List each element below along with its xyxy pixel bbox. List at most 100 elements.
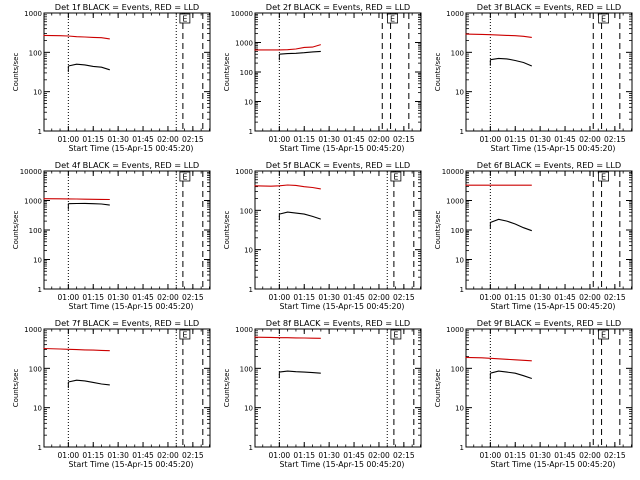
marker-label-box	[390, 329, 402, 340]
x-tick-label: 01:30	[529, 135, 551, 144]
detector-panel: Det 1f BLACK = Events, RED = LLD Counts/s…	[12, 2, 211, 153]
x-tick-label: 01:30	[529, 293, 551, 302]
y-axis-label: Counts/sec	[12, 53, 20, 92]
y-axis-label: Counts/sec	[434, 211, 442, 250]
y-tick-label: 10	[244, 99, 253, 107]
x-tick-label: 01:45	[554, 293, 576, 302]
marker-label-box	[390, 171, 402, 182]
y-axis-label: Counts/sec	[12, 369, 20, 408]
x-tick-label: 01:00	[269, 135, 291, 144]
x-tick-label: 01:15	[293, 451, 315, 460]
y-tick-label: 1000	[446, 198, 464, 206]
y-axis-label: Counts/sec	[434, 53, 442, 92]
panel-title: Det 6f BLACK = Events, RED = LLD	[477, 160, 621, 170]
y-tick-label: 100	[451, 365, 464, 373]
plot-frame	[465, 12, 633, 132]
x-tick-label: 02:00	[368, 135, 390, 144]
y-tick-label: 1000	[235, 40, 253, 48]
y-tick-label: 100	[240, 207, 253, 215]
events-series-line	[279, 50, 321, 55]
marker-label: E	[393, 331, 398, 340]
marker-label-box	[598, 329, 609, 340]
y-tick-label: 10	[33, 405, 42, 413]
detector-panel: Det 9f BLACK = Events, RED = LLD Counts/s…	[434, 318, 633, 469]
y-tick-label: 1000	[235, 168, 253, 176]
y-tick-label: 1000	[24, 198, 42, 206]
x-tick-label: 01:00	[269, 451, 291, 460]
y-axis-label: Counts/sec	[223, 211, 231, 250]
y-tick-label: 1000	[24, 326, 42, 334]
y-tick-label: 10	[455, 257, 464, 265]
x-tick-label: 01:15	[504, 451, 526, 460]
x-tick-label: 01:00	[480, 135, 502, 144]
y-tick-label: 10	[33, 89, 42, 97]
detector-panel: Det 5f BLACK = Events, RED = LLD Counts/s…	[223, 160, 422, 311]
plot-frame	[43, 170, 211, 290]
events-series-line	[490, 218, 532, 232]
lld-series-line	[254, 184, 321, 190]
x-tick-label: 02:15	[393, 135, 415, 144]
x-tick-label: 02:00	[368, 293, 390, 302]
lld-series-line	[254, 44, 321, 51]
x-tick-label: 02:15	[604, 293, 626, 302]
x-tick-label: 02:00	[157, 293, 179, 302]
x-tick-label: 01:00	[480, 293, 502, 302]
x-tick-label: 01:30	[107, 451, 129, 460]
marker-label-box	[179, 13, 191, 24]
lld-series-line	[43, 347, 110, 352]
x-axis-label: Start Time (15-Apr-15 00:45:20)	[69, 460, 194, 469]
panel-title: Det 4f BLACK = Events, RED = LLD	[55, 160, 199, 170]
x-tick-label: 01:00	[58, 293, 80, 302]
x-tick-label: 02:15	[393, 293, 415, 302]
x-tick-label: 01:45	[343, 293, 365, 302]
x-axis-label: Start Time (15-Apr-15 00:45:20)	[280, 144, 405, 153]
x-tick-label: 02:00	[368, 451, 390, 460]
x-tick-label: 01:45	[132, 451, 154, 460]
x-tick-label: 02:00	[157, 451, 179, 460]
y-tick-label: 1000	[446, 10, 464, 18]
plot-frame	[43, 328, 211, 448]
x-tick-label: 02:15	[182, 135, 204, 144]
x-tick-label: 02:00	[157, 135, 179, 144]
y-axis-label: Counts/sec	[12, 211, 20, 250]
y-tick-label: 100	[240, 69, 253, 77]
y-tick-label: 100	[29, 227, 42, 235]
x-tick-label: 02:15	[604, 451, 626, 460]
lld-series-line	[43, 198, 110, 201]
x-tick-label: 02:00	[579, 293, 601, 302]
lld-series-line	[465, 356, 532, 362]
marker-label: E	[601, 331, 606, 340]
x-axis-label: Start Time (15-Apr-15 00:45:20)	[491, 302, 616, 311]
x-tick-label: 01:15	[82, 293, 104, 302]
marker-label: E	[390, 15, 395, 24]
y-tick-label: 10000	[20, 168, 42, 176]
x-tick-label: 01:15	[504, 293, 526, 302]
x-tick-label: 01:15	[82, 451, 104, 460]
plot-frame	[254, 12, 422, 132]
x-tick-label: 01:45	[554, 135, 576, 144]
plot-frame	[43, 12, 211, 132]
x-axis-label: Start Time (15-Apr-15 00:45:20)	[280, 302, 405, 311]
events-series-line	[68, 202, 110, 206]
detector-panel: Det 7f BLACK = Events, RED = LLD Counts/s…	[12, 318, 211, 469]
lld-series-line	[465, 33, 532, 38]
marker-label: E	[393, 173, 398, 182]
detector-panel: Det 2f BLACK = Events, RED = LLD Counts/s…	[223, 2, 422, 153]
y-axis-label: Counts/sec	[223, 369, 231, 408]
x-tick-label: 01:15	[82, 135, 104, 144]
x-axis-label: Start Time (15-Apr-15 00:45:20)	[491, 460, 616, 469]
detector-panel: Det 4f BLACK = Events, RED = LLD Counts/s…	[12, 160, 211, 311]
y-tick-label: 10000	[231, 10, 253, 18]
marker-label: E	[182, 331, 187, 340]
marker-label-box	[598, 171, 609, 182]
panel-title: Det 3f BLACK = Events, RED = LLD	[477, 2, 621, 12]
y-tick-label: 10000	[442, 168, 464, 176]
y-tick-label: 100	[29, 365, 42, 373]
events-series-line	[490, 370, 532, 380]
plot-frame	[465, 170, 633, 290]
y-tick-label: 1	[460, 286, 464, 294]
x-tick-label: 02:15	[604, 135, 626, 144]
x-tick-label: 01:45	[132, 135, 154, 144]
marker-label-box	[179, 171, 191, 182]
x-tick-label: 02:15	[393, 451, 415, 460]
